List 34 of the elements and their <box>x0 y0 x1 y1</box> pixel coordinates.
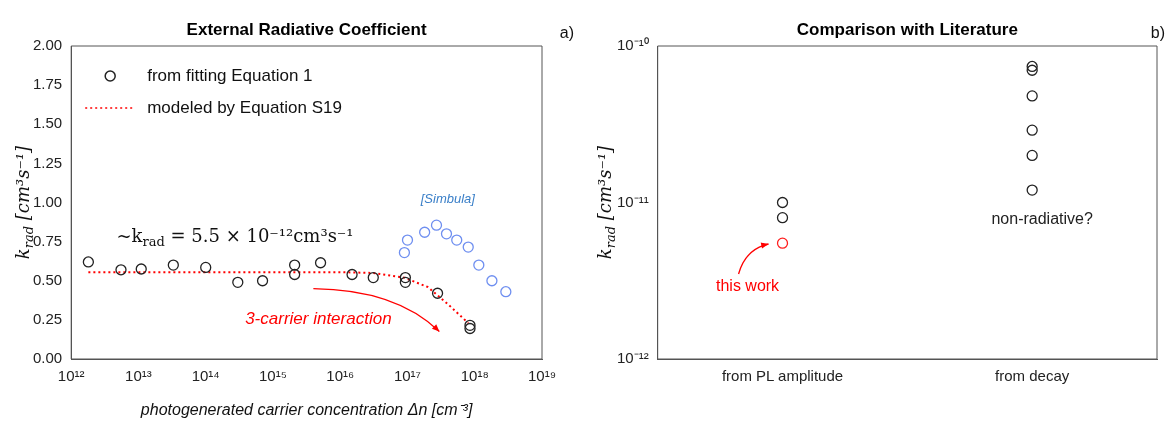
text: a) <box>559 24 575 42</box>
legend-label: modeled by Equation S19 <box>147 97 342 117</box>
x-axis-title: photogenerated carrier concentration Δn [cm⁻³] <box>139 401 473 419</box>
legend-label: from fitting Equation 1 <box>147 65 313 85</box>
annotation: this work <box>715 277 781 295</box>
y-tick-label: 10⁻¹¹ <box>616 192 649 210</box>
annotation: non-radiative? <box>991 210 1093 228</box>
x-tick-label: 10¹⁷ <box>393 367 422 385</box>
x-tick-label: 10¹⁹ <box>527 367 557 385</box>
x-tick-label: 10¹⁸ <box>460 367 489 385</box>
x-tick-label: 10¹⁵ <box>259 367 287 385</box>
chart-title: External Radiative Coefficient <box>186 19 427 39</box>
x-tick-label: from PL amplitude <box>721 367 844 385</box>
text: b) <box>1150 24 1166 42</box>
y-tick-label: 1.25 <box>32 153 63 171</box>
y-tick-label: 0.75 <box>32 231 63 249</box>
y-tick-label: 2.00 <box>32 36 63 54</box>
x-tick-label: 10¹² <box>57 367 85 385</box>
x-tick-label: 10¹⁴ <box>191 367 220 385</box>
y-tick-label: 0.25 <box>32 310 63 328</box>
annotation: 3-carrier interaction <box>245 309 392 329</box>
y-tick-label: 0.00 <box>32 349 63 367</box>
x-tick-label: 10¹⁶ <box>326 367 355 385</box>
y-tick-label: 10⁻¹² <box>616 349 649 367</box>
y-axis-title: krad [cm³s⁻¹] <box>593 144 618 260</box>
y-tick-label: 0.50 <box>32 270 63 288</box>
y-tick-label: 1.00 <box>32 192 63 210</box>
x-tick-label: from decay <box>995 367 1070 385</box>
annotation: [Simbula] <box>419 190 476 206</box>
y-tick-label: 10⁻¹⁰ <box>616 36 649 54</box>
y-tick-label: 1.50 <box>32 114 63 132</box>
y-tick-label: 1.75 <box>32 75 63 93</box>
x-tick-label: 10¹³ <box>125 367 152 385</box>
chart-title: Comparison with Literature <box>796 19 1018 39</box>
